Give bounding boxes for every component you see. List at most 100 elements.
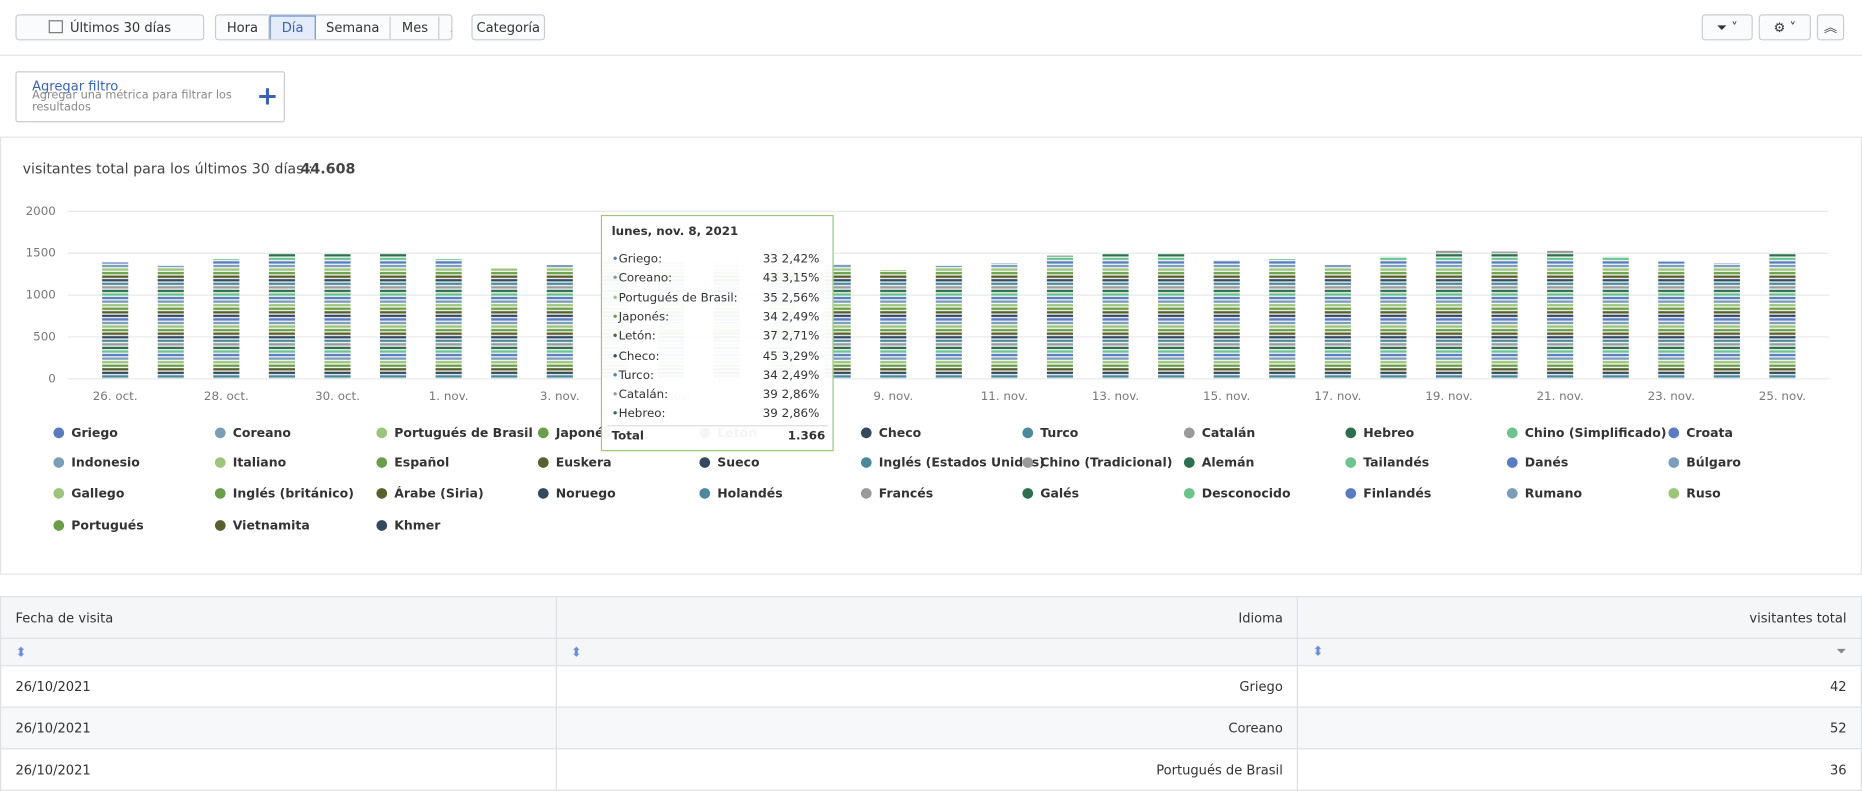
bar [380,253,407,379]
legend-swatch [376,457,388,468]
filter-icon-button[interactable]: ⏷ ˅ [1701,14,1753,41]
bar [102,262,129,379]
settings-icon-button[interactable]: ⚙ ˅ [1758,14,1811,41]
y-tick-label: 500 [33,329,56,343]
chart: 0 500 1000 1500 2000 26. oct. 28. oct. 30. oct.… [26,204,1829,403]
tooltip-name: Hebreo: [618,407,666,421]
tooltip-bullet: • [611,388,619,402]
legend-item[interactable]: Ruso [1668,487,1721,501]
legend-item[interactable]: Gallego [53,487,124,501]
legend-item[interactable]: Japonés [537,426,611,441]
column-header[interactable]: Idioma [555,596,1299,639]
date-range-label: Últimos 30 días [69,20,172,36]
tooltip-share: 2,86% [781,388,820,402]
legend-swatch [537,427,549,439]
period-button[interactable]: Semana [315,16,392,40]
tooltip-row: •Turco: 34 2,49% [612,367,826,386]
legend-item[interactable]: Turco [1022,426,1078,441]
tooltip-value: 34 [762,369,778,383]
legend-item[interactable]: Noruego [537,487,616,501]
legend-swatch [1183,488,1195,499]
legend-label: Alemán [1201,456,1255,471]
sort-cell[interactable]: ⬍ ⏷ [1297,637,1862,667]
column-header[interactable]: visitantes total [1297,596,1862,639]
legend-item[interactable]: Chino (Tradicional) [1022,456,1172,470]
tooltip-total: 1.366 [787,429,826,443]
legend-item[interactable]: Checo [860,426,921,441]
sort-cell[interactable]: ⬍ [0,637,557,667]
legend-item[interactable]: Coreano [214,426,291,441]
legend-item[interactable]: Rumano [1506,487,1582,501]
sort-cell[interactable]: ⬍ [555,637,1299,667]
tooltip-row: •Hebreo: 39 2,86% [612,405,826,424]
tooltip-share: 2,56% [781,291,820,305]
legend-item[interactable]: Francés [860,486,934,502]
collapse-button[interactable]: ︽ [1816,14,1845,41]
legend-item[interactable]: Chino (Simplificado) [1506,426,1667,441]
tooltip-row: •Catalán: 39 2,86% [612,386,826,405]
legend-item[interactable]: Tailandés [1345,456,1429,470]
tooltip-value: 37 [762,330,778,344]
y-tick-label: 2000 [26,204,56,218]
legend-swatch [1345,457,1357,468]
legend-item[interactable]: Italiano [214,456,286,470]
legend-label: Inglés (británico) [232,486,354,502]
x-tick-label: 25. nov. [1759,389,1806,403]
legend-item[interactable]: Hebreo [1345,426,1414,441]
legend-item[interactable]: Español [376,456,449,470]
legend-item[interactable]: Inglés (británico) [214,486,354,502]
legend-item[interactable]: Inglés (Estados Unidos) [860,456,1045,470]
legend-item[interactable]: Indonesio [53,456,140,470]
divider [0,136,1862,138]
legend-item[interactable]: Búlgaro [1668,456,1741,470]
legend-item[interactable]: Alemán [1183,456,1255,471]
period-button[interactable]: Hora [216,16,270,40]
legend-label: Chino (Tradicional) [1040,456,1173,471]
header-row: Fecha de visita Idioma visitantes total [0,596,1862,639]
legend-label: Francés [878,486,934,502]
legend-swatch [1183,457,1195,468]
column-header[interactable]: Fecha de visita [0,596,557,639]
tooltip-bullet: • [611,349,619,363]
add-filter[interactable]: Agregar filtro Agregar una métrica para … [15,71,285,123]
legend-item[interactable]: Euskera [537,456,612,470]
legend-swatch [860,457,872,468]
bar [491,268,518,379]
legend-swatch [214,520,226,531]
legend-swatch [376,520,388,531]
period-button[interactable]: Mes [391,16,440,40]
date-range-button[interactable]: Últimos 30 días [15,14,205,41]
tooltip-value: 35 [762,291,778,305]
legend-label: Croata [1686,426,1733,441]
legend-item[interactable]: Portugués [53,519,144,533]
bar [1324,264,1351,379]
period-button[interactable]: Día [269,15,316,40]
legend-item[interactable]: Portugués de Brasil [376,426,533,441]
legend-swatch [537,457,549,468]
legend-swatch [860,488,872,499]
table-cell: 36 [1297,748,1862,791]
legend-item[interactable]: Holandés [699,487,783,501]
legend-item[interactable]: Croata [1668,426,1733,441]
legend-item[interactable]: Galés [1022,487,1079,501]
legend-item[interactable]: Sueco [699,456,760,470]
x-tick-label: 3. nov. [540,389,580,403]
x-tick-label: 17. nov. [1314,389,1361,403]
legend-swatch [1183,427,1195,439]
period-button[interactable]: Año [440,17,452,40]
tooltip-value: 39 [762,388,778,402]
tooltip-row: •Checo: 45 3,29% [612,347,826,366]
legend-item[interactable]: Vietnamita [214,519,310,533]
legend-item[interactable]: Finlandés [1345,487,1431,501]
tooltip-share: 3,15% [781,272,820,286]
legend-item[interactable]: Catalán [1183,426,1255,441]
category-button[interactable]: Categoría [471,14,546,41]
legend-item[interactable]: Khmer [376,519,440,533]
y-tick-label: 1000 [26,288,56,302]
tooltip-name: Portugués de Brasil: [618,291,738,305]
legend-item[interactable]: Griego [53,426,118,441]
legend-item[interactable]: Árabe (Siria) [376,487,484,501]
legend-item[interactable]: Desconocido [1183,487,1291,501]
legend-item[interactable]: Danés [1506,456,1568,470]
